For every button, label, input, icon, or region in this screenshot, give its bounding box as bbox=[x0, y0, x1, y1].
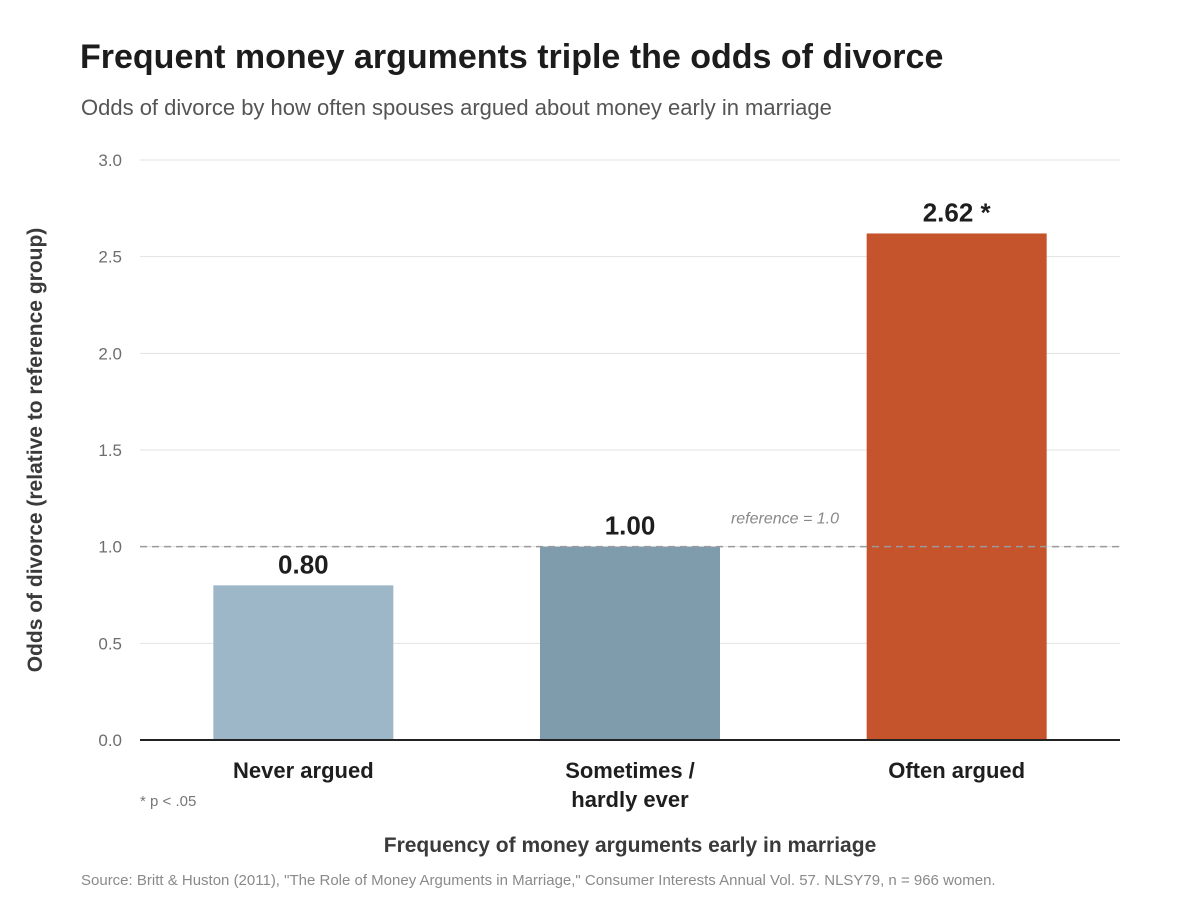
x-axis-label: Frequency of money arguments early in ma… bbox=[384, 834, 877, 857]
y-tick-label: 0.5 bbox=[98, 634, 122, 653]
bar-value-label: 1.00 bbox=[605, 511, 656, 541]
chart-title: Frequent money arguments triple the odds… bbox=[80, 38, 944, 76]
y-tick-label: 0.0 bbox=[98, 731, 122, 750]
significance-note: * p < .05 bbox=[140, 793, 196, 810]
y-tick-label: 3.0 bbox=[98, 151, 122, 170]
bar-value-label: 2.62 * bbox=[923, 197, 992, 227]
source-note: Source: Britt & Huston (2011), "The Role… bbox=[81, 872, 996, 889]
chart-subtitle: Odds of divorce by how often spouses arg… bbox=[81, 95, 832, 120]
bar-2 bbox=[540, 546, 720, 740]
y-tick-label: 1.5 bbox=[98, 441, 122, 460]
y-axis-label: Odds of divorce (relative to reference g… bbox=[24, 228, 47, 673]
y-tick-label: 2.0 bbox=[98, 344, 122, 363]
bar-3 bbox=[866, 233, 1047, 740]
y-tick-label: 2.5 bbox=[98, 248, 122, 267]
bar-1 bbox=[213, 585, 394, 740]
x-category-label: hardly ever bbox=[571, 787, 689, 812]
x-category-label: Sometimes / bbox=[565, 758, 695, 783]
y-tick-label: 1.0 bbox=[98, 538, 122, 557]
bar-value-label: 0.80 bbox=[278, 549, 329, 579]
reference-line-label: reference = 1.0 bbox=[731, 511, 839, 528]
x-category-label: Often argued bbox=[888, 758, 1025, 783]
x-category-label: Never argued bbox=[233, 758, 374, 783]
